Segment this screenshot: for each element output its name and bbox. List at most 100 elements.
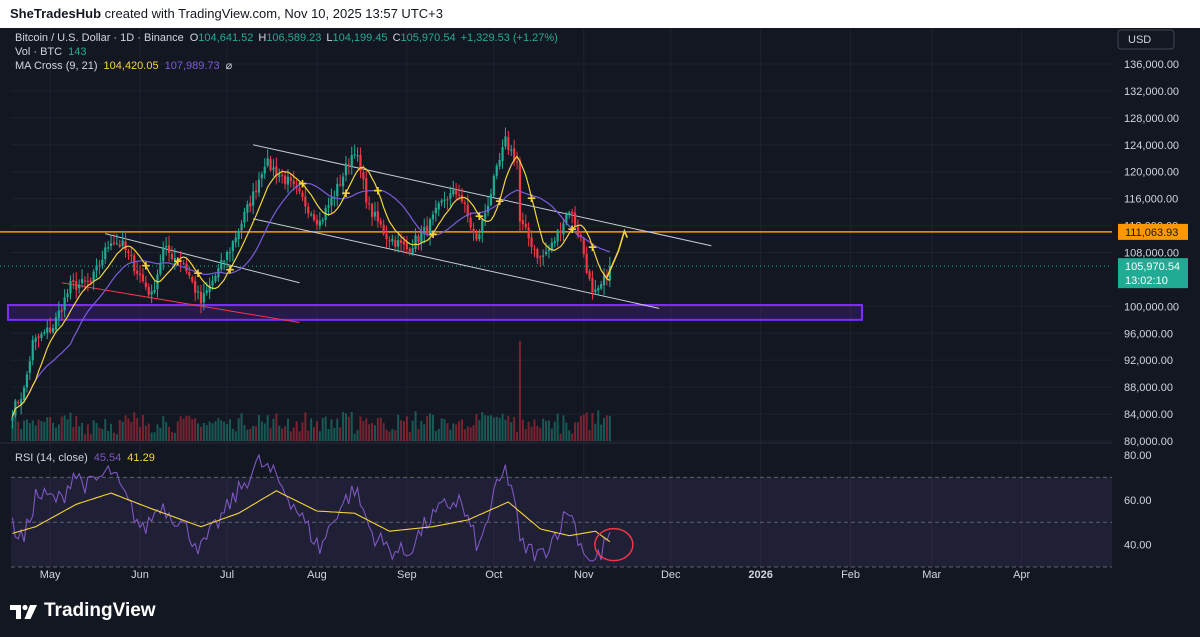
price-axis-label: 100,000.00 (1124, 301, 1179, 313)
volume-bar (107, 430, 110, 441)
candle-body (420, 232, 423, 243)
volume-bar (54, 427, 57, 441)
volume-bar (420, 420, 423, 441)
volume-bar (373, 425, 376, 441)
candle-body (109, 243, 113, 246)
candle-body (457, 194, 461, 196)
volume-bar (478, 420, 481, 441)
candle-body (365, 178, 368, 203)
header-bar: SheTradesHub created with TradingView.co… (0, 0, 1200, 28)
candle-body (307, 206, 310, 214)
volume-bar (318, 431, 321, 441)
candle-body (310, 214, 313, 216)
candle-body (263, 166, 266, 174)
last-price-tag (1118, 258, 1188, 289)
volume-bar (516, 431, 519, 441)
candle-body (101, 259, 104, 266)
volume-bar (266, 415, 269, 441)
candle-body (112, 242, 116, 244)
volume-bar (208, 421, 211, 441)
volume-bar (249, 428, 252, 441)
volume-bar (17, 421, 20, 441)
candle-body (504, 136, 507, 147)
volume-bar (237, 418, 240, 441)
volume-bar (121, 421, 124, 441)
candle-body (446, 199, 449, 201)
candle-body (428, 219, 432, 236)
projection-path (606, 228, 629, 278)
tradingview-logo[interactable]: TradingView (10, 600, 156, 622)
volume-bar (585, 412, 588, 441)
low-label: L (326, 32, 332, 44)
candle-body (510, 149, 513, 151)
volume-bar (49, 416, 52, 441)
support-zone (7, 304, 863, 321)
candle-body (179, 259, 182, 263)
candle-body (455, 190, 458, 195)
candle-body (341, 176, 345, 187)
ma-cross-marker: + (568, 221, 577, 238)
candle-body (440, 200, 443, 203)
rsi-label: RSI (14, close) (15, 452, 88, 464)
candle-body (211, 281, 214, 286)
volume-bar (605, 415, 608, 441)
candle-body (185, 263, 188, 272)
candle-body (600, 284, 603, 289)
volume-bar (269, 427, 272, 441)
candle-body (69, 281, 72, 294)
candle-body (463, 202, 466, 205)
volume-bar (101, 428, 104, 441)
volume-bar (527, 421, 530, 441)
candle-body (278, 174, 281, 178)
volume-bar (487, 415, 490, 441)
volume-bar (34, 425, 37, 441)
candle-body (138, 273, 142, 276)
volume-bar (243, 425, 246, 441)
time-axis-label: Nov (574, 569, 594, 581)
volume-bar (603, 418, 606, 441)
volume-bar (449, 429, 452, 441)
time-axis-label: Feb (841, 569, 860, 581)
candle-body (356, 155, 359, 157)
volume-bar (437, 428, 440, 441)
volume-bar (547, 420, 550, 441)
time-axis-label: Dec (661, 569, 681, 581)
candle-body (34, 337, 37, 342)
channel-upper-2 (253, 144, 712, 247)
volume-bar (533, 419, 536, 441)
volume-bar (81, 423, 84, 441)
volume-bar (608, 415, 611, 441)
volume-bar (336, 418, 339, 441)
volume-bar (460, 419, 463, 441)
candle-body (43, 332, 46, 334)
currency-selector[interactable]: USD (1117, 29, 1175, 50)
volume-bar (408, 431, 411, 441)
price-axis-label: 92,000.00 (1124, 355, 1173, 367)
ma-cross-marker: + (495, 193, 504, 210)
candle-body (602, 273, 606, 286)
volume-bar (115, 434, 118, 441)
open-value: 104,641.52 (198, 32, 253, 44)
candle-body (72, 280, 75, 282)
volume-bar (353, 433, 356, 441)
volume-bar (112, 432, 115, 441)
candle-body (399, 240, 403, 243)
volume-bar (136, 418, 139, 441)
ma-cross-marker: + (226, 262, 235, 279)
currency-label[interactable]: USD (1128, 34, 1151, 46)
volume-bar (52, 422, 55, 441)
candle-body (167, 245, 171, 253)
candle-body (498, 160, 501, 167)
chart-canvas[interactable]: + + + + + + + + + + + + + 136,000.00 132,000.00 128,00… (0, 28, 1200, 592)
volume-label: Vol · BTC (15, 46, 62, 58)
candle-body (11, 416, 14, 421)
volume-bar (579, 415, 582, 441)
candle-body (414, 235, 417, 249)
time-axis-label: 2026 (748, 569, 772, 581)
volume-bar (25, 419, 28, 441)
time-axis-label: Jul (220, 569, 234, 581)
volume-bar (234, 431, 237, 441)
volume-bar (397, 414, 400, 441)
volume-bar (194, 418, 197, 441)
candle-body (379, 221, 382, 225)
